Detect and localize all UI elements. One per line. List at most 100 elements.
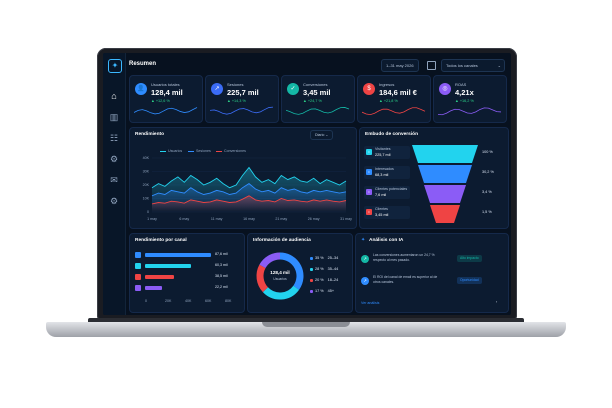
kpi-label: Sesiones [227,82,244,87]
channel-row: 22,2 mil [135,285,235,292]
donut-center-value: 128,4 mil [270,270,290,275]
channel-row: 38,5 mil [135,274,235,281]
stage-icon: • [366,209,372,215]
channel-value: 60,3 mil [215,263,228,267]
ai-card: Análisis con IA ✦ Ver análisis › ↗ Las co… [355,233,509,313]
insight-icon: ↗ [361,277,369,285]
period-select[interactable]: Diario ⌄ [310,130,334,140]
channel-axis-label: 0 [145,299,147,303]
users-icon[interactable]: ☷ [109,133,119,143]
sparkline-line [134,107,198,115]
page-title: Resumen [129,61,157,67]
sparkline-line [438,107,502,116]
laptop-notch [262,322,350,327]
audience-title: Información de audiencia [253,238,311,243]
x-tick-label: 21 may [275,217,287,221]
kpi-change: ▲ +14,3 % [227,99,246,103]
kpi-card: ✓ Conversiones 3,45 mil ▲ +24,7 % [281,75,355,123]
stage-icon: • [366,169,372,175]
sidebar: ✦ ⌂ ▥ ☷ ⚙ ✉ ⚙ [103,53,126,315]
donut-center-label: Usuarios [273,277,287,281]
sparkle-icon: ✦ [361,237,366,243]
calendar-icon[interactable] [427,61,436,70]
audience-swatch [310,267,313,271]
stage-label: Clientes [375,207,388,211]
insight-badge: Oportunidad [457,277,482,284]
channel-icon [135,285,141,291]
channel-icon [135,274,141,280]
y-tick-label: 40K [143,156,150,160]
channel-title: Rendimiento por canal [135,238,187,243]
audience-donut-chart [256,252,304,300]
y-tick-label: 30K [143,170,150,174]
message-icon[interactable]: ✉ [110,175,118,185]
insight-badge: Alto impacto [457,255,482,262]
audience-swatch [310,256,313,260]
settings-cog-icon[interactable]: ⚙ [109,154,119,164]
chevron-right-icon[interactable]: › [496,300,498,304]
channel-card: Rendimiento por canal 87,6 mil 60,3 mil 38… [129,233,245,313]
stage-label: Clientes potenciales [375,187,408,191]
bar-chart-icon[interactable]: ▥ [109,112,119,122]
legend-swatch-usuarios [160,151,166,152]
laptop-hinge [88,318,524,324]
kpi-change: ▲ +12,6 % [151,99,170,103]
kpi-sparkline [134,107,198,115]
target-icon: ◎ [439,83,451,95]
insight-icon: ↗ [361,255,369,263]
kpi-sparkline [210,106,274,115]
date-range-picker[interactable]: 1–31 may 2026 [381,59,419,72]
insight-text: El ROI del canal de email es superior al… [373,275,438,284]
dashboard-screen: ✦ ⌂ ▥ ☷ ⚙ ✉ ⚙ Resumen 1–31 may 2026 Todo… [103,53,511,315]
ai-title: Análisis con IA [369,238,404,243]
audience-row: 28 % 35–44 [310,267,338,271]
performance-card: Rendimiento Diario ⌄ Usuarios Sesiones C… [129,127,357,229]
channels-select[interactable]: Todos los canales ⌄ [441,59,505,72]
channel-bar [145,264,191,268]
users-icon: 👤 [135,83,147,95]
channel-value: 38,5 mil [215,274,228,278]
audience-range: 18–24 [327,278,339,282]
y-tick-label: 0 [147,210,149,214]
legend-swatch-conversiones [216,151,222,152]
gear-icon[interactable]: ⚙ [109,196,119,206]
audience-range: 25–34 [327,256,339,260]
stage-label: Visitantes [375,147,391,151]
funnel-stage: • Clientes potenciales 7,6 mil [364,186,410,199]
stage-value: 3,45 mil [375,213,389,217]
channel-bar [145,275,175,279]
channel-axis-label: 80K [225,299,232,303]
top-bar: Resumen 1–31 may 2026 Todos los canales … [129,58,507,72]
sparkline-line [362,107,426,115]
period-select-label: Diario [315,133,325,137]
kpi-value: 128,4 mil [151,88,183,97]
donut-segment [262,285,300,300]
kpi-value: 3,45 mil [303,88,331,97]
stage-percent: 100 % [482,150,493,154]
stage-percent: 3,4 % [482,190,492,194]
x-tick-label: 31 may [340,217,352,221]
funnel-segment [424,185,466,203]
funnel-segment [418,165,472,183]
channel-axis-label: 60K [205,299,212,303]
legend-swatch-sesiones [188,151,194,152]
audience-swatch [310,289,313,293]
audience-percent: 17 % [315,289,324,293]
audience-percent: 20 % [315,278,324,282]
donut-segment [256,264,269,293]
kpi-card: ↗ Sesiones 225,7 mil ▲ +14,3 % [205,75,279,123]
stage-icon: • [366,189,372,195]
funnel-segment [430,205,460,223]
x-tick-label: 11 may [211,217,223,221]
channel-icon [135,252,141,258]
home-icon[interactable]: ⌂ [111,91,117,101]
audience-row: 17 % 45+ [310,289,334,293]
x-tick-label: 26 may [308,217,320,221]
chevron-down-icon: ⌄ [497,63,501,68]
funnel-stage: • Clientes 3,45 mil [364,206,410,219]
ai-insight: ↗ Las conversiones aumentaron un 24,7 % r… [361,252,489,268]
dollar-icon: $ [363,83,375,95]
ai-view-link[interactable]: Ver análisis [361,301,380,305]
y-tick-label: 20K [143,183,150,187]
channel-value: 22,2 mil [215,285,228,289]
